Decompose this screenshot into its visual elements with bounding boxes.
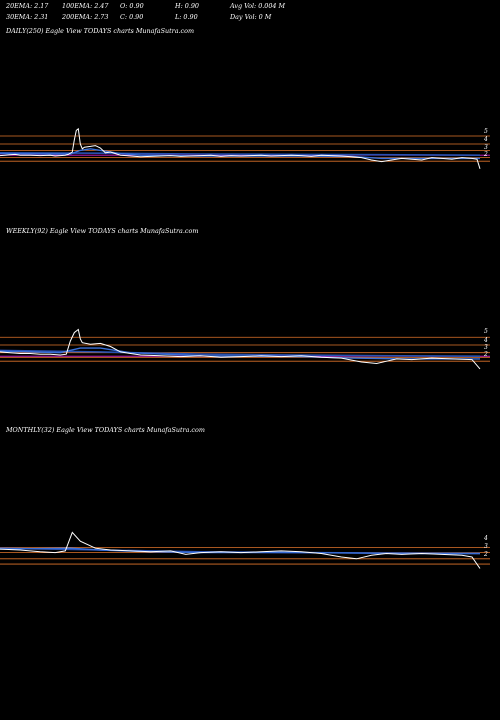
- monthly-panel-label: MONTHLY(32) Eagle View TODAYS charts Mun…: [6, 426, 205, 434]
- day-vol-readout: Day Vol: 0 M: [230, 13, 272, 21]
- ema200-readout: 200EMA: 2.73: [62, 13, 109, 21]
- low-readout: L: 0.90: [175, 13, 198, 21]
- monthly-tick-label-2: 2: [483, 551, 488, 558]
- open-readout: O: 0.90: [120, 2, 144, 10]
- weekly-tick-label-4: 4: [483, 337, 488, 344]
- daily-tick-label-4: 4: [483, 136, 488, 143]
- ema100-readout: 100EMA: 2.47: [62, 2, 109, 10]
- monthly-tick-label-4: 4: [483, 535, 488, 542]
- weekly-ema-long-line: [0, 349, 481, 357]
- weekly-tick-label-5: 5: [484, 328, 488, 335]
- daily-tick-label-2: 2: [483, 151, 488, 158]
- weekly-panel-label: WEEKLY(92) Eagle View TODAYS charts Muna…: [6, 227, 199, 235]
- ema20-readout: 20EMA: 2.17: [6, 2, 49, 10]
- daily-panel-label: DAILY(250) Eagle View TODAYS charts Muna…: [6, 27, 195, 35]
- daily-price-line: [0, 127, 481, 169]
- weekly-tick-label-2: 2: [483, 351, 488, 358]
- monthly-price-line: [0, 531, 481, 569]
- daily-tick-label-5: 5: [484, 128, 488, 135]
- weekly-tick-label-3: 3: [484, 344, 488, 351]
- ema30-readout: 30EMA: 2.31: [6, 13, 49, 21]
- high-readout: H: 0.90: [175, 2, 199, 10]
- monthly-tick-label-3: 3: [484, 543, 488, 550]
- avg-vol-readout: Avg Vol: 0.004 M: [230, 2, 286, 10]
- weekly-price-line: [0, 328, 481, 370]
- daily-ema-long-line: [0, 152, 481, 156]
- daily-tick-label-3: 3: [484, 144, 488, 151]
- weekly-ema-short-line: [0, 347, 480, 360]
- daily-ema-short-line: [0, 148, 480, 160]
- close-readout: C: 0.90: [120, 13, 144, 21]
